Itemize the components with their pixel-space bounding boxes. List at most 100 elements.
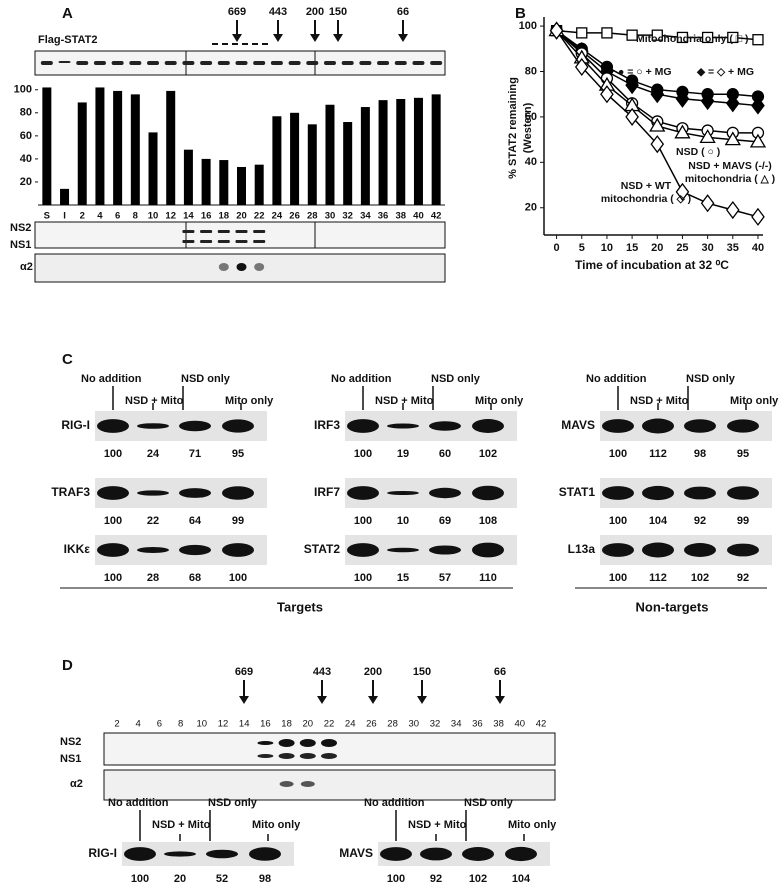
- marker: [650, 85, 665, 104]
- blot: [103, 732, 556, 766]
- lane-number: 30: [409, 719, 420, 730]
- marker: [576, 27, 588, 39]
- quantity: 100: [609, 515, 627, 527]
- blot-band: [299, 739, 316, 747]
- lane-number: 38: [493, 719, 504, 730]
- blot-band: [727, 543, 759, 557]
- marker: [675, 182, 690, 201]
- blot-band: [179, 544, 211, 556]
- size-marker: 443: [269, 6, 287, 18]
- quantity: 95: [737, 448, 749, 460]
- lane-number: 4: [136, 719, 141, 730]
- row-label: L13a: [568, 542, 596, 556]
- marker: [626, 29, 638, 41]
- blot-band: [93, 61, 106, 65]
- quantity: 57: [439, 572, 451, 584]
- y-tick-label: 20: [525, 202, 537, 214]
- x-tick-label: 18: [219, 211, 230, 222]
- blot-band: [505, 846, 537, 862]
- bar: [130, 94, 140, 205]
- quantity: 92: [694, 515, 706, 527]
- blot-label: NS2: [10, 222, 31, 234]
- blot-band: [235, 240, 248, 243]
- quantity: 92: [737, 572, 749, 584]
- quantity: 112: [649, 572, 667, 584]
- blot-band: [124, 847, 156, 861]
- bar: [60, 188, 70, 205]
- marker: [601, 27, 613, 39]
- row-label: TRAF3: [51, 485, 90, 499]
- blot-label: NS2: [60, 736, 81, 748]
- marker: [549, 21, 564, 40]
- quantity: 100: [354, 572, 372, 584]
- quantity: 104: [649, 515, 668, 527]
- size-marker: 150: [329, 6, 347, 18]
- marker: [751, 207, 765, 226]
- bar: [95, 87, 105, 205]
- x-tick-label: 22: [254, 211, 265, 222]
- blot-band: [347, 543, 379, 557]
- row-label: STAT1: [559, 485, 596, 499]
- x-tick-label: 4: [97, 211, 103, 222]
- blot-band: [347, 419, 379, 433]
- blot-band: [684, 419, 716, 433]
- blot-band: [278, 739, 295, 747]
- blot-band: [429, 421, 461, 431]
- quantity: 69: [439, 515, 451, 527]
- blot-frame: [185, 221, 316, 249]
- blot-band: [182, 240, 195, 243]
- blot-band: [602, 419, 634, 433]
- lane-header: NSD only: [181, 373, 231, 385]
- quantity: 24: [147, 448, 160, 460]
- x-tick-label: 35: [727, 242, 739, 254]
- bar: [378, 100, 388, 205]
- x-tick-label: 12: [165, 211, 176, 222]
- bar: [77, 102, 87, 205]
- x-tick-label: 5: [579, 242, 585, 254]
- blot-band: [217, 61, 230, 65]
- marker: [625, 107, 639, 127]
- quantity: 71: [189, 448, 201, 460]
- blot-band: [137, 423, 169, 429]
- blot-band: [222, 486, 254, 500]
- blot-band: [462, 847, 494, 861]
- row-label: STAT2: [304, 542, 341, 556]
- lane-number: 12: [218, 719, 229, 730]
- series-label: NSD + MAVS (-/-) mitochondria ( △ ): [684, 160, 776, 185]
- blot-label: NS1: [10, 239, 31, 251]
- lane-number: 16: [260, 719, 271, 730]
- blot-band: [642, 418, 674, 434]
- blot-band: [347, 486, 379, 500]
- lane-header: NSD only: [464, 797, 514, 809]
- blot-band: [257, 741, 274, 745]
- lane-number: 10: [197, 719, 208, 730]
- x-tick-label: 40: [752, 242, 764, 254]
- lane-number: 42: [536, 719, 547, 730]
- blot-band: [420, 847, 452, 861]
- quantity: 100: [387, 873, 405, 883]
- arrow-head: [368, 696, 378, 704]
- lane-header: NSD + Mito: [152, 819, 211, 831]
- x-tick-label: 20: [236, 211, 247, 222]
- bar: [272, 116, 282, 205]
- arrow-head: [310, 34, 320, 42]
- blot-band: [97, 419, 129, 433]
- lane-number: 20: [303, 719, 314, 730]
- marker: [600, 85, 614, 104]
- blot-band: [387, 547, 419, 553]
- lane-number: 24: [345, 719, 356, 730]
- blot-band: [380, 847, 412, 861]
- bar: [113, 90, 123, 205]
- marker: [675, 89, 690, 108]
- lane-header: No addition: [331, 373, 392, 385]
- quantity: 108: [479, 515, 497, 527]
- y-tick-label: 100: [14, 84, 32, 96]
- blot-band: [222, 543, 254, 557]
- row-label: MAVS: [561, 418, 595, 432]
- arrow-head: [417, 696, 427, 704]
- blot-band: [200, 61, 213, 65]
- marker: [649, 117, 666, 132]
- quantity: 15: [397, 572, 409, 584]
- marker: [725, 200, 740, 220]
- blot: [34, 253, 446, 283]
